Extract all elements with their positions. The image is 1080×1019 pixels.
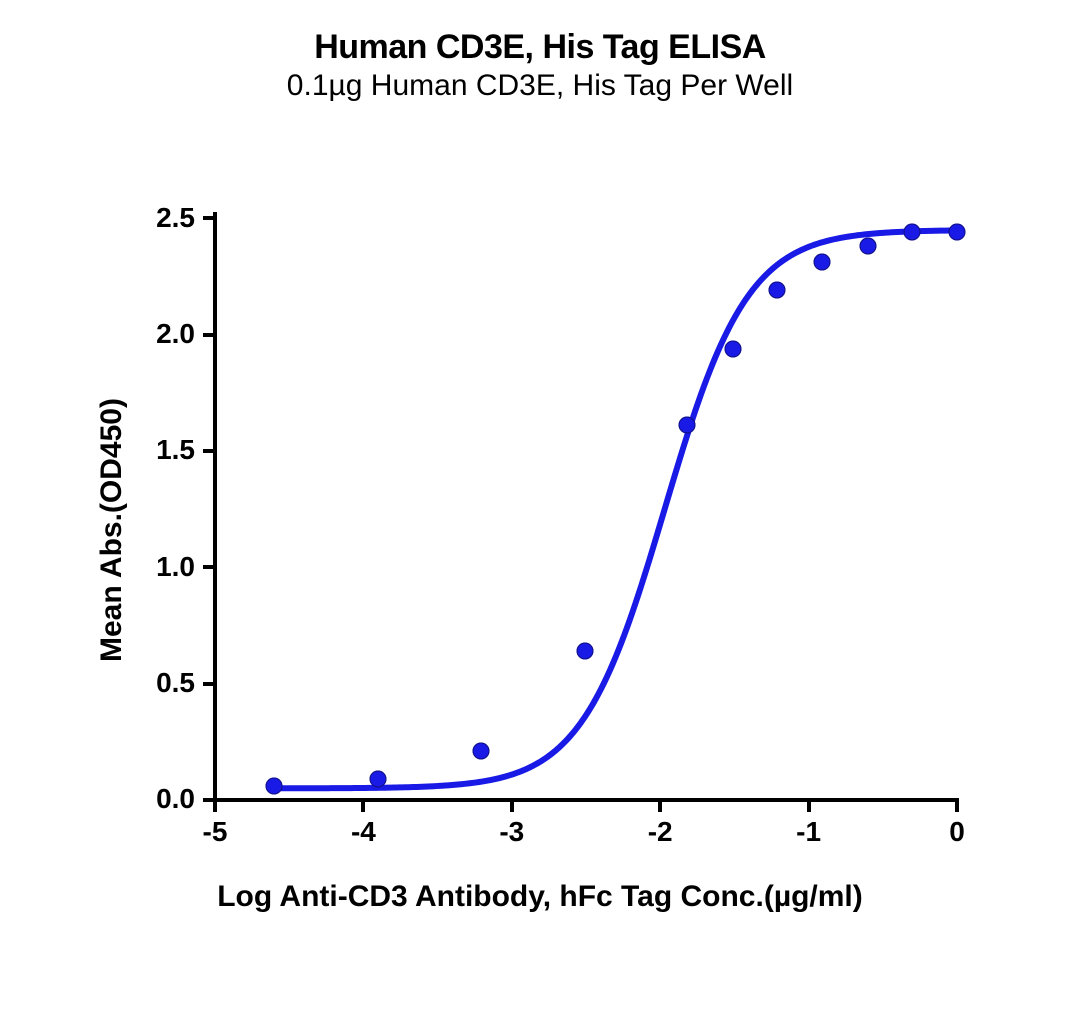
y-axis-label: Mean Abs.(OD450) <box>95 399 129 663</box>
chart-curve <box>215 202 957 800</box>
chart-title: Human CD3E, His Tag ELISA <box>0 28 1080 67</box>
x-axis-label: Log Anti-CD3 Antibody, hFc Tag Conc.(µg/… <box>0 880 1080 914</box>
y-tick <box>203 333 215 337</box>
data-point <box>769 282 786 299</box>
data-point <box>813 254 830 271</box>
x-tick <box>807 800 811 812</box>
plot-area: 0.00.51.01.52.02.5 -5-4-3-2-10 <box>215 202 957 800</box>
y-tick-label: 0.0 <box>115 783 195 815</box>
x-tick-label: -4 <box>323 816 403 848</box>
x-tick <box>510 800 514 812</box>
y-tick <box>203 565 215 569</box>
page: Human CD3E, His Tag ELISA 0.1µg Human CD… <box>0 0 1080 1019</box>
data-point <box>472 743 489 760</box>
y-tick-label: 2.0 <box>115 318 195 350</box>
chart-titles: Human CD3E, His Tag ELISA 0.1µg Human CD… <box>0 28 1080 103</box>
data-point <box>859 238 876 255</box>
data-point <box>904 224 921 241</box>
x-tick-label: 0 <box>917 816 997 848</box>
x-tick-label: -3 <box>472 816 552 848</box>
chart-subtitle: 0.1µg Human CD3E, His Tag Per Well <box>0 69 1080 103</box>
x-tick-label: -2 <box>620 816 700 848</box>
x-tick <box>955 800 959 812</box>
x-tick <box>658 800 662 812</box>
data-point <box>724 340 741 357</box>
x-tick-label: -1 <box>769 816 849 848</box>
x-tick-label: -5 <box>175 816 255 848</box>
data-point <box>949 224 966 241</box>
x-tick <box>213 800 217 812</box>
data-point <box>576 643 593 660</box>
y-tick <box>203 449 215 453</box>
data-point <box>678 417 695 434</box>
data-point <box>370 771 387 788</box>
x-tick <box>361 800 365 812</box>
y-tick-label: 0.5 <box>115 667 195 699</box>
y-tick <box>203 682 215 686</box>
series-line <box>274 230 957 788</box>
data-point <box>266 778 283 795</box>
y-tick-label: 2.5 <box>115 202 195 234</box>
y-tick <box>203 216 215 220</box>
